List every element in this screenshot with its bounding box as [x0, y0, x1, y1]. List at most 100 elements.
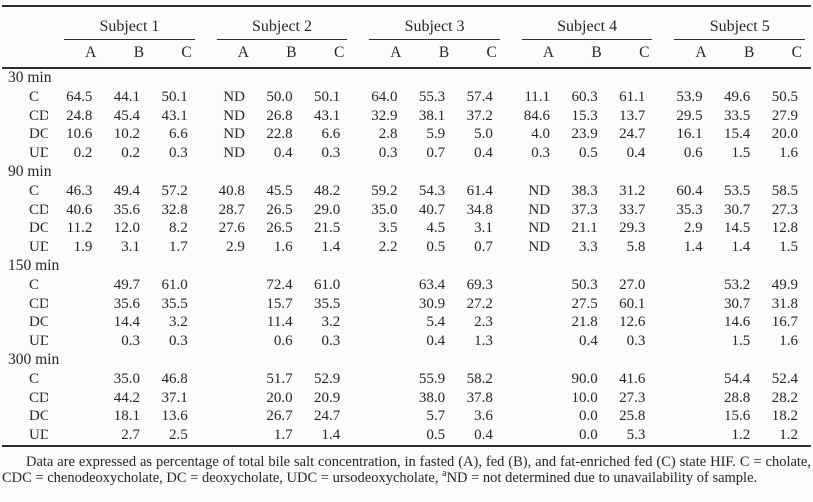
value-cell: 3.5 — [378, 220, 398, 237]
value-cell: 11.4 — [266, 314, 293, 331]
section-label: 30 min — [8, 69, 52, 86]
col-header-c: C — [610, 40, 659, 69]
value-cell — [353, 295, 410, 314]
value-cell: 5.3 — [626, 427, 646, 444]
value-cell: 24.7 — [619, 126, 646, 143]
col-header-c: C — [763, 40, 811, 69]
col-header-a: A — [658, 40, 716, 69]
value-cell: 30.7 — [724, 295, 751, 312]
value-cell: 33.7 — [619, 201, 646, 218]
value-cell: 3.2 — [168, 314, 188, 331]
value-cell: 26.8 — [266, 107, 293, 124]
value-cell: 1.5 — [731, 333, 751, 350]
value-cell: 2.3 — [474, 314, 493, 331]
value-cell: 27.2 — [466, 295, 493, 312]
value-cell — [48, 426, 105, 446]
value-cell: 29.3 — [619, 220, 646, 237]
value-cell: 10.0 — [571, 389, 598, 406]
value-cell — [506, 370, 563, 389]
value-cell: 2.7 — [121, 427, 141, 444]
value-cell: 0.3 — [168, 333, 188, 350]
value-cell: 52.4 — [771, 370, 798, 387]
value-cell: 4.5 — [426, 220, 446, 237]
value-cell: 0.0 — [578, 427, 598, 444]
value-cell: 29.5 — [676, 107, 703, 124]
value-cell — [48, 276, 105, 295]
value-cell: 48.2 — [314, 182, 341, 199]
value-cell: 72.4 — [266, 276, 293, 293]
value-cell: 16.1 — [676, 126, 703, 143]
value-cell: ND — [223, 107, 245, 124]
value-cell: 15.4 — [724, 126, 751, 143]
value-cell: 1.9 — [73, 239, 93, 256]
value-cell: 0.7 — [426, 145, 446, 162]
section-label: 90 min — [8, 162, 52, 180]
value-cell: 0.4 — [474, 145, 493, 162]
value-cell: 13.7 — [619, 107, 646, 124]
col-header-b: B — [105, 40, 154, 69]
col-header-c: C — [153, 40, 201, 69]
value-cell: 49.6 — [724, 88, 751, 105]
value-cell: 22.8 — [266, 126, 293, 143]
value-cell: 43.1 — [161, 107, 188, 124]
value-cell: 30.7 — [724, 201, 751, 218]
value-cell — [658, 426, 715, 446]
value-cell: 58.2 — [466, 370, 493, 387]
value-cell — [201, 295, 258, 314]
subject-2-label: Subject 2 — [216, 18, 348, 40]
value-cell: 1.5 — [731, 145, 751, 162]
value-cell: 3.2 — [321, 314, 341, 331]
row-label: UDC — [29, 333, 49, 350]
value-cell: 21.8 — [571, 314, 598, 331]
value-cell: 20.0 — [266, 389, 293, 406]
value-cell — [201, 332, 258, 351]
subject-header-row: Subject 1 Subject 2 Subject 3 Subject 4 … — [2, 6, 811, 40]
value-cell — [201, 407, 258, 426]
value-cell — [201, 389, 258, 408]
value-cell: 1.3 — [474, 333, 493, 350]
value-cell: 15.6 — [724, 408, 751, 425]
value-cell — [506, 407, 563, 426]
col-header-b: B — [563, 40, 611, 69]
value-cell: 0.3 — [531, 145, 551, 162]
value-cell: 0.3 — [321, 145, 341, 162]
value-cell: 45.5 — [266, 182, 293, 199]
col-header-a: A — [200, 40, 258, 69]
value-cell: 59.2 — [371, 182, 398, 199]
value-cell: 37.8 — [466, 389, 493, 406]
value-cell: 28.8 — [724, 389, 751, 406]
value-cell: 50.1 — [161, 88, 188, 105]
value-cell: 52.9 — [314, 370, 341, 387]
value-cell: 43.1 — [314, 107, 341, 124]
value-cell — [353, 276, 410, 295]
table-row: DC 14.4 3.2 11.4 3.2 5.4 2.3 21.8 12.6 14.6 16.7 — [2, 313, 811, 332]
value-cell: 50.1 — [314, 88, 341, 105]
value-cell: 30.9 — [418, 295, 446, 312]
value-cell — [506, 295, 563, 314]
subject-2-header: Subject 2 — [201, 6, 354, 40]
value-cell: 0.5 — [426, 239, 446, 256]
value-cell: 0.3 — [321, 333, 341, 350]
value-cell: 0.6 — [683, 145, 703, 162]
value-cell — [48, 389, 105, 408]
subject-1-header: Subject 1 — [48, 6, 201, 40]
row-label: UDC — [29, 427, 48, 444]
value-cell: 1.4 — [321, 427, 341, 444]
value-cell: 0.4 — [273, 145, 293, 162]
value-cell — [201, 313, 258, 332]
col-header-b: B — [410, 40, 459, 69]
value-cell — [48, 332, 105, 351]
value-cell: 27.3 — [771, 201, 798, 218]
value-cell: 35.6 — [113, 201, 141, 218]
corner-cell — [2, 6, 48, 40]
value-cell: 0.4 — [474, 427, 493, 444]
value-cell: 27.0 — [619, 276, 646, 293]
value-cell: 15.7 — [266, 295, 293, 312]
value-cell: 35.0 — [113, 370, 141, 387]
table-row: C 64.5 44.1 50.1 ND 50.0 50.1 64.0 55.3 57.4 11.1 6… — [2, 88, 811, 107]
row-label: CDC — [29, 389, 49, 406]
value-cell: 0.3 — [378, 145, 398, 162]
value-cell: 16.7 — [771, 314, 798, 331]
table-row: UDC 2.7 2.5 1.7 1.4 0.5 0.4 0.0 5.3 1.2 1.2 — [2, 426, 811, 446]
value-cell: 0.2 — [73, 145, 93, 162]
